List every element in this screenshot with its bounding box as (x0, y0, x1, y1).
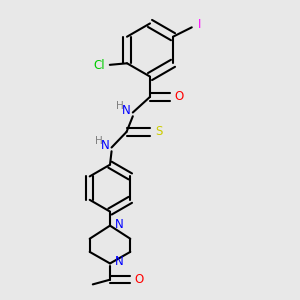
Text: S: S (155, 125, 162, 138)
Text: N: N (114, 255, 123, 268)
Text: N: N (114, 218, 123, 231)
Text: N: N (101, 139, 110, 152)
Text: Cl: Cl (93, 59, 105, 72)
Text: O: O (174, 90, 184, 104)
Text: I: I (198, 18, 201, 31)
Text: H: H (116, 100, 124, 111)
Text: N: N (122, 103, 130, 116)
Text: H: H (94, 136, 102, 146)
Text: O: O (134, 273, 144, 286)
